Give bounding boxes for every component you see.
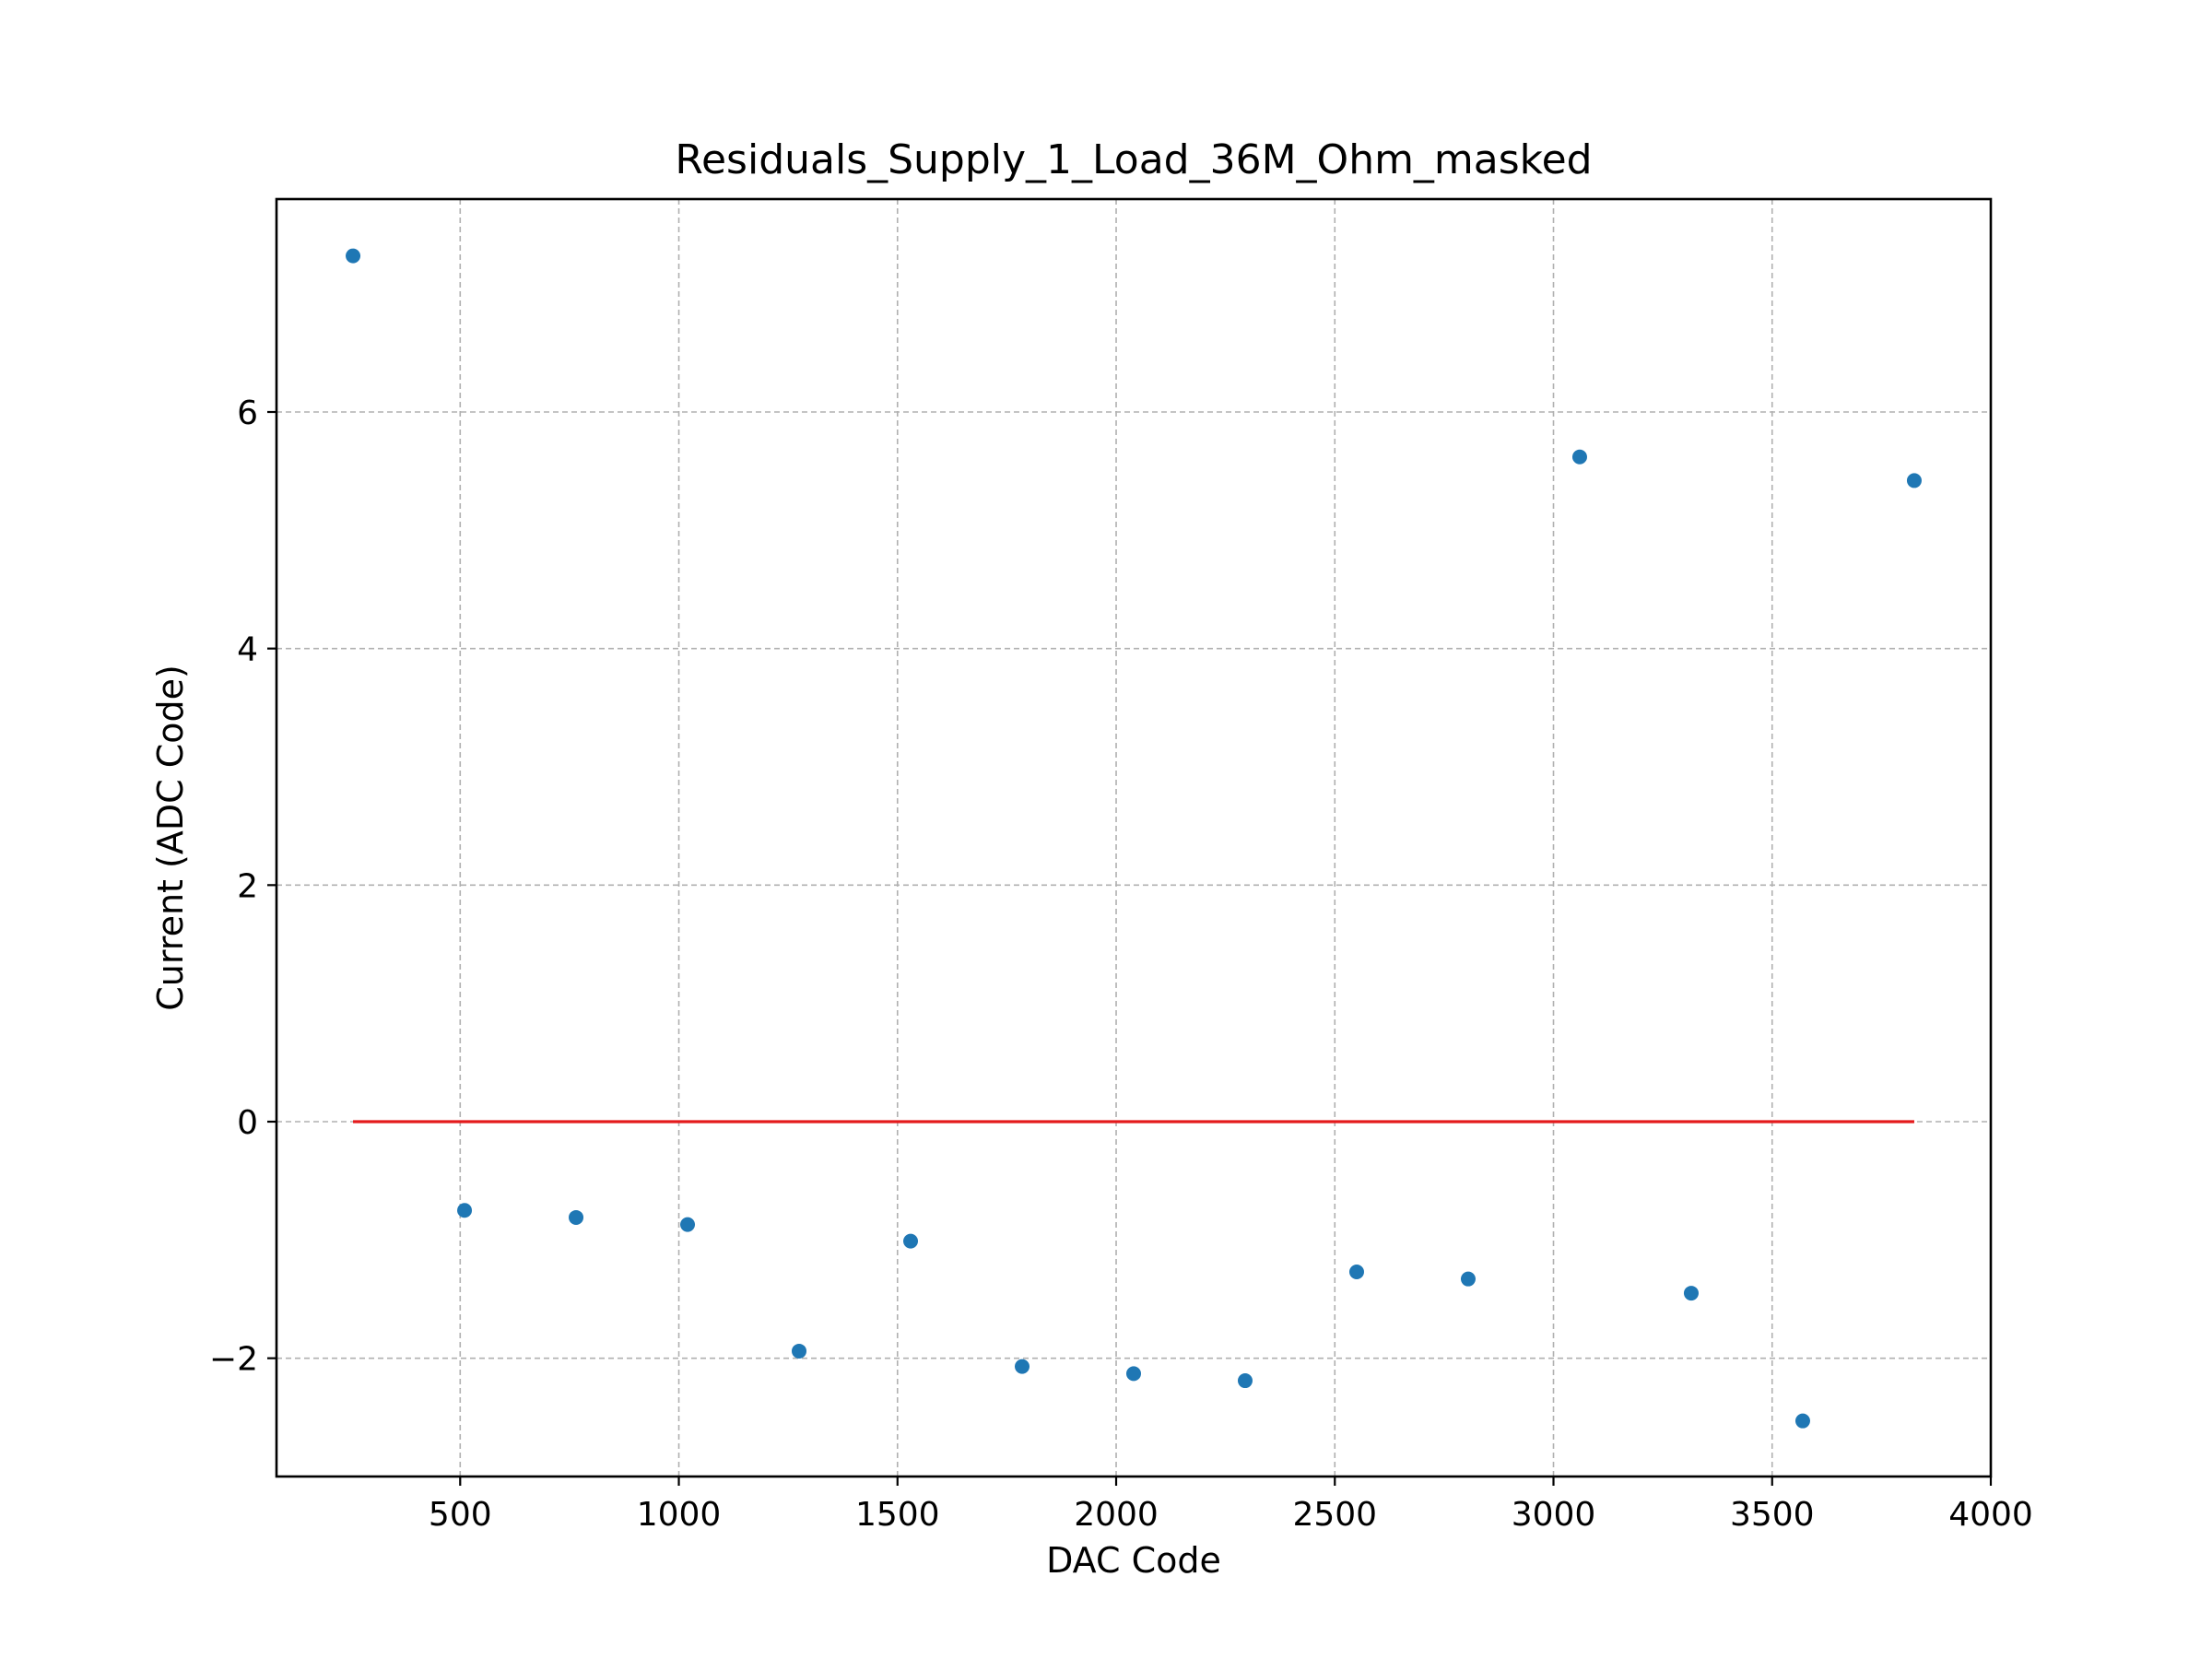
data-point-4 bbox=[792, 1343, 807, 1359]
data-point-1 bbox=[457, 1203, 473, 1218]
data-point-11 bbox=[1571, 449, 1587, 465]
x-tick-label-3500: 3500 bbox=[1730, 1496, 1815, 1534]
y-tick-label-3: 4 bbox=[237, 631, 258, 669]
y-tick-label-2: 2 bbox=[237, 867, 258, 905]
data-point-3 bbox=[680, 1217, 696, 1232]
data-point-7 bbox=[1126, 1366, 1141, 1382]
x-tick-label-1000: 1000 bbox=[637, 1496, 722, 1534]
y-tick-label-1: 0 bbox=[237, 1104, 258, 1142]
y-tick-label-0: −2 bbox=[209, 1341, 258, 1379]
series-layer bbox=[346, 248, 1922, 1429]
data-point-8 bbox=[1237, 1373, 1253, 1389]
x-axis-label: DAC Code bbox=[1046, 1540, 1221, 1581]
x-tick-label-500: 500 bbox=[429, 1496, 492, 1534]
ticks-layer: 500 1000 1500 2000 2500 3000 3500 4000 −2 0 2 4 6 bbox=[209, 394, 2033, 1534]
chart-title: Residuals_Supply_1_Load_36M_Ohm_masked bbox=[675, 136, 1592, 183]
plot-frame bbox=[275, 197, 1993, 1478]
x-tick-label-1500: 1500 bbox=[855, 1496, 940, 1534]
x-tick-label-2000: 2000 bbox=[1074, 1496, 1159, 1534]
data-point-13 bbox=[1794, 1413, 1810, 1429]
data-point-10 bbox=[1460, 1271, 1476, 1287]
y-axis-label: Current (ADC Code) bbox=[150, 665, 191, 1011]
data-point-12 bbox=[1683, 1286, 1699, 1301]
data-point-0 bbox=[346, 248, 361, 264]
x-tick-label-2500: 2500 bbox=[1292, 1496, 1377, 1534]
x-tick-label-4000: 4000 bbox=[1948, 1496, 2033, 1534]
data-point-2 bbox=[569, 1209, 584, 1225]
data-point-14 bbox=[1906, 473, 1922, 488]
data-point-6 bbox=[1015, 1359, 1030, 1374]
grid-layer bbox=[276, 199, 1992, 1477]
x-tick-label-3000: 3000 bbox=[1512, 1496, 1596, 1534]
data-point-9 bbox=[1348, 1264, 1364, 1279]
y-tick-label-4: 6 bbox=[237, 394, 258, 432]
data-point-5 bbox=[903, 1233, 919, 1249]
